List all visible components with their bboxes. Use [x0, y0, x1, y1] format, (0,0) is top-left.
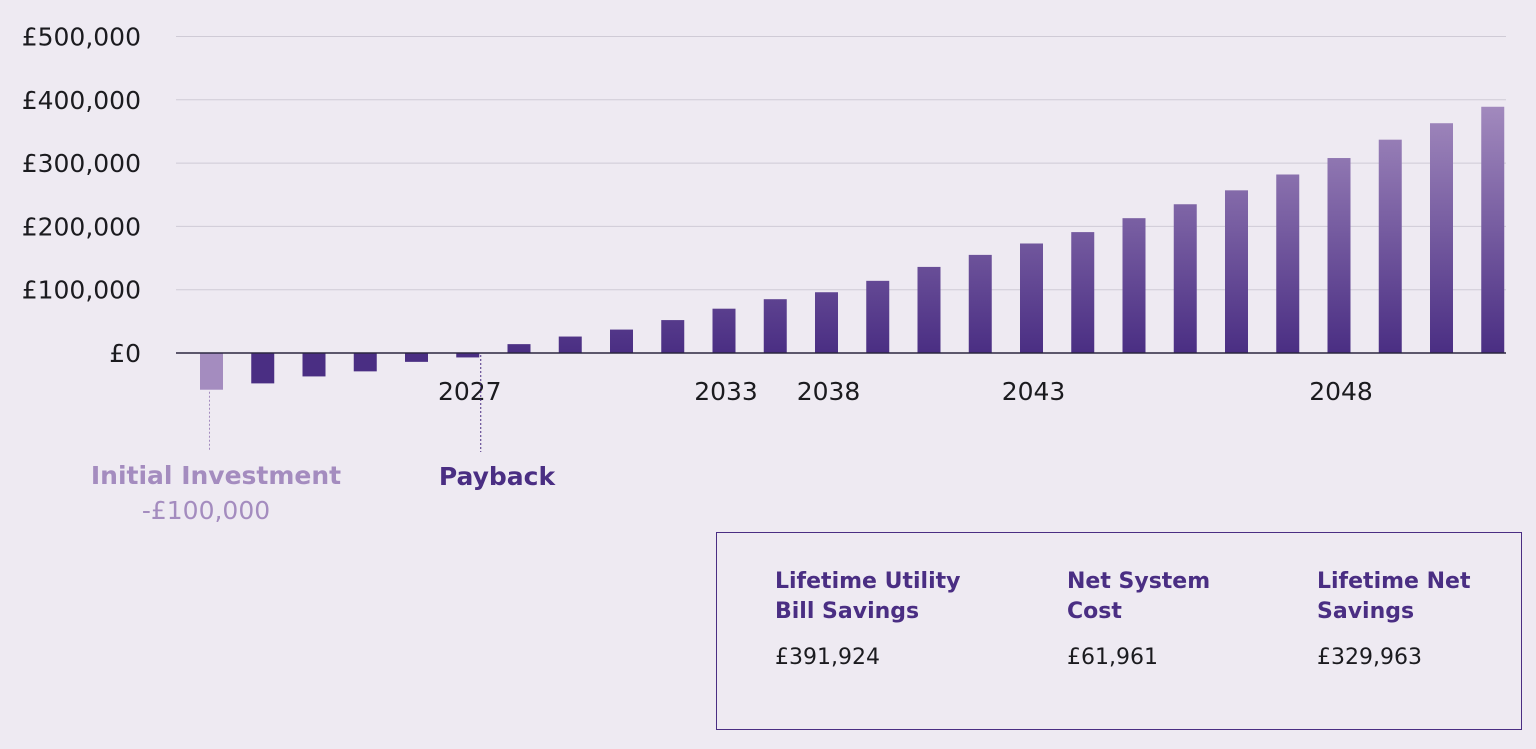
y-tick-label: £200,000: [22, 212, 141, 241]
summary-label-line: Savings: [1317, 599, 1415, 624]
initial-investment-value: -£100,000: [142, 496, 270, 525]
bar: [763, 299, 787, 353]
bar: [456, 353, 480, 358]
bar: [1225, 190, 1248, 353]
bar: [302, 353, 326, 377]
summary-item-lifetime-net-savings: Lifetime Net Savings £329,963: [1317, 567, 1470, 670]
bar: [1481, 106, 1505, 353]
y-tick-label: £400,000: [22, 86, 141, 115]
gridlines: [176, 36, 1506, 291]
x-category-label: 2048: [1309, 377, 1373, 406]
y-tick-label: £500,000: [22, 23, 141, 52]
x-category-label: 2038: [797, 377, 861, 406]
summary-label-line: Net System: [1067, 569, 1211, 594]
bar: [251, 353, 275, 384]
bar: [1378, 139, 1402, 353]
summary-label-line: Cost: [1067, 599, 1122, 624]
summary-label: Net System Cost: [1067, 567, 1210, 627]
bar: [1430, 123, 1453, 353]
y-tick-label: £300,000: [22, 149, 141, 178]
bar: [1122, 218, 1146, 353]
bar: [507, 344, 531, 353]
bar: [866, 280, 890, 353]
bar: [1020, 243, 1043, 353]
bar: [610, 329, 633, 353]
x-category-label: 2043: [1002, 377, 1066, 406]
bars: [200, 106, 1505, 390]
bar: [200, 353, 223, 390]
initial-investment-label: Initial Investment: [91, 461, 341, 490]
payback-label: Payback: [439, 462, 557, 491]
bar: [1071, 232, 1095, 353]
bar: [712, 308, 736, 353]
bar: [1327, 158, 1351, 353]
bar: [1173, 204, 1197, 353]
summary-item-lifetime-utility-bill-savings: Lifetime Utility Bill Savings £391,924: [775, 567, 960, 670]
summary-label-line: Lifetime Net: [1317, 569, 1471, 594]
annotations: Initial Investment -£100,000 Payback: [91, 355, 557, 525]
bar: [968, 254, 992, 353]
summary-value: £329,963: [1317, 645, 1422, 670]
summary-label: Lifetime Net Savings: [1317, 567, 1470, 627]
y-tick-label: £100,000: [22, 276, 141, 305]
x-category-label: 2027: [438, 377, 502, 406]
summary-label-line: Bill Savings: [775, 599, 920, 624]
bar: [405, 353, 428, 362]
y-axis-tick-labels: £0 £100,000 £200,000 £300,000 £400,000 £500,0…: [22, 23, 141, 369]
bar: [558, 336, 582, 353]
x-category-label: 2033: [694, 377, 758, 406]
x-axis-category-labels: 2027 2033 2038 2043 2048: [438, 377, 1373, 406]
bar: [661, 320, 685, 353]
summary-label-line: Lifetime Utility: [775, 569, 961, 594]
bar: [353, 353, 377, 372]
summary-label: Lifetime Utility Bill Savings: [775, 567, 960, 627]
bar: [1276, 174, 1300, 353]
bar: [815, 292, 838, 353]
y-tick-label: £0: [109, 339, 141, 368]
summary-panel: Lifetime Utility Bill Savings £391,924 N…: [716, 532, 1522, 730]
bar: [917, 266, 941, 353]
summary-value: £61,961: [1067, 645, 1158, 670]
summary-item-net-system-cost: Net System Cost £61,961: [1067, 567, 1210, 670]
summary-value: £391,924: [775, 645, 880, 670]
